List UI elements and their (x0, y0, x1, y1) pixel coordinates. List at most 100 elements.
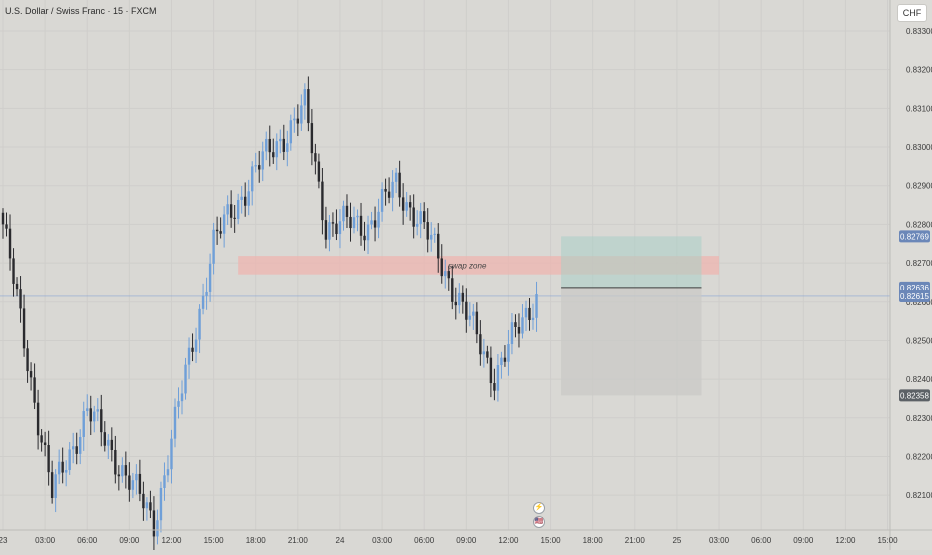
candle-body (510, 322, 514, 345)
candle-body (293, 118, 296, 121)
x-tick-label: 21:00 (288, 536, 309, 545)
price-label: 0.82636 (900, 284, 929, 293)
candle-body (398, 172, 401, 198)
x-tick-label: 24 (336, 536, 345, 545)
x-tick-label: 03:00 (372, 536, 393, 545)
candle-body (247, 191, 250, 206)
candle-body (8, 228, 12, 259)
candle-body (226, 204, 229, 215)
candle-body (401, 197, 405, 211)
candle-body (528, 307, 531, 321)
candle-body (110, 439, 114, 450)
candle-body (535, 293, 538, 318)
candle-body (243, 196, 247, 206)
candle-body (338, 221, 342, 235)
stop-loss-zone[interactable] (561, 287, 702, 396)
candle-body (159, 487, 163, 521)
candle-body (440, 258, 443, 277)
price-scale (890, 0, 932, 550)
candle-body (138, 473, 142, 494)
candle-body (503, 357, 507, 362)
candle-body (64, 470, 68, 473)
candle-body (72, 446, 75, 450)
candle-body (461, 292, 465, 302)
currency-button[interactable]: CHF (897, 4, 927, 22)
candle-body (366, 224, 370, 241)
candle-body (373, 220, 377, 228)
candle-body (426, 222, 429, 240)
candle-body (349, 216, 352, 229)
candle-body (419, 211, 422, 224)
candle-body (345, 205, 349, 217)
candle-body (356, 215, 359, 218)
x-tick-label: 09:00 (456, 536, 477, 545)
candle-body (391, 181, 394, 198)
candle-body (236, 199, 240, 219)
candle-body (437, 233, 440, 259)
candle-body (233, 217, 236, 219)
candle-body (251, 166, 254, 192)
candle-body (40, 435, 43, 443)
candle-body (33, 377, 36, 403)
drawings[interactable]: swap zone (0, 236, 890, 396)
candle-body (170, 438, 173, 470)
candle-body (314, 153, 317, 162)
candle-body (47, 445, 50, 473)
candle-body (507, 344, 510, 362)
candle-body (423, 211, 426, 223)
candle-body (173, 406, 177, 439)
candle-body (163, 475, 166, 488)
candle-body (352, 217, 356, 229)
candle-body (486, 351, 489, 358)
candle-body (524, 307, 528, 318)
candle-body (128, 475, 131, 490)
candle-body (335, 223, 338, 235)
price-label: 0.82358 (900, 391, 929, 400)
candle-body (328, 222, 331, 240)
lightning-icon[interactable]: ⚡ (533, 502, 545, 514)
candle-body (100, 409, 103, 433)
take-profit-zone[interactable] (561, 236, 702, 288)
candle-body (205, 291, 208, 296)
x-tick-label: 23 (0, 536, 8, 545)
candle-body (79, 436, 82, 454)
candle-body (5, 224, 8, 229)
candle-body (82, 411, 85, 437)
candle-body (208, 263, 212, 292)
candle-body (96, 409, 99, 412)
candle-body (521, 317, 524, 334)
candle-body (201, 295, 205, 309)
candle-body (286, 143, 289, 152)
candle-body (54, 474, 57, 498)
x-tick-label: 06:00 (751, 536, 772, 545)
candle-body (43, 442, 47, 446)
x-tick-label: 25 (672, 536, 681, 545)
candle-body (324, 220, 328, 240)
x-tick-label: 15:00 (541, 536, 562, 545)
x-tick-label: 06:00 (414, 536, 435, 545)
candle-body (472, 311, 475, 316)
us-flag-icon[interactable]: 🇺🇸 (533, 516, 545, 528)
candles (1, 76, 538, 551)
candle-body (265, 138, 268, 152)
candle-body (166, 469, 170, 476)
candle-body (177, 401, 180, 407)
candle-body (408, 202, 412, 208)
x-tick-label: 03:00 (35, 536, 56, 545)
candle-body (187, 347, 191, 365)
candle-body (107, 439, 110, 446)
candle-body (124, 465, 128, 476)
candle-body (317, 161, 321, 182)
candle-body (22, 308, 26, 349)
